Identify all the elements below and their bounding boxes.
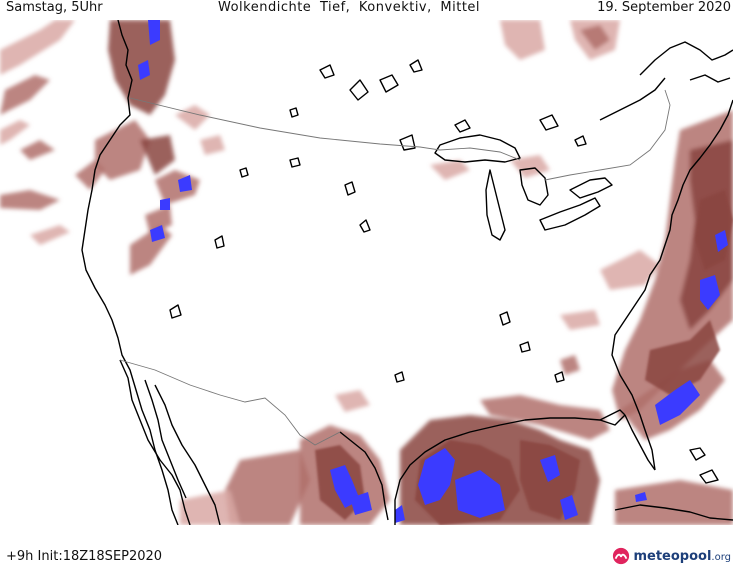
coastline [81, 20, 179, 525]
cloud-patch [145, 205, 172, 235]
coastline [689, 447, 706, 461]
convective-cell [138, 60, 150, 80]
convective-cell [150, 225, 165, 242]
cloud-patch [430, 160, 470, 180]
coastline [379, 74, 399, 93]
convective-cell [700, 275, 720, 310]
coastline [689, 74, 731, 83]
convective-cell [178, 175, 192, 192]
coastline [599, 409, 626, 421]
coastline [399, 134, 416, 151]
init-time-label: +9h Init:18Z18SEP2020 [6, 549, 163, 564]
cloud-patch [335, 390, 370, 412]
convective-cell [395, 505, 405, 523]
cloud-patch [695, 190, 733, 270]
coastline [624, 414, 656, 471]
cloud-patch [0, 75, 50, 115]
cloud-patch [615, 480, 733, 525]
convective-cell [455, 470, 505, 518]
coastline [519, 341, 531, 353]
coastline [154, 384, 221, 525]
day-time-label: Samstag, 5Uhr [6, 0, 103, 15]
cloud-patch [0, 120, 30, 145]
coastline [394, 371, 405, 383]
cloud-patch [600, 250, 660, 290]
coastline [239, 167, 249, 178]
coastline [554, 371, 565, 383]
coastline [639, 41, 733, 76]
convective-cell [148, 20, 160, 45]
political-border [129, 97, 521, 161]
coastline [599, 77, 666, 121]
coastline [434, 134, 521, 163]
coastline [574, 135, 587, 147]
coastline [499, 311, 511, 326]
footer-bar: +9h Init:18Z18SEP2020 meteopool .org [0, 525, 733, 566]
coastline [344, 181, 356, 196]
coastline [289, 107, 299, 118]
convective-cell [635, 492, 647, 502]
convective-cell [160, 198, 170, 210]
cloud-patch [180, 490, 240, 525]
cloud-patch [560, 310, 600, 330]
coastline [349, 79, 369, 101]
cloud-patch [0, 190, 60, 210]
political-border [119, 359, 341, 446]
cloud-patch [500, 20, 545, 60]
coastline [289, 157, 301, 168]
cloud-patch [560, 355, 580, 375]
cloud-patch [580, 25, 610, 50]
coastline [454, 119, 471, 133]
convective-layer [138, 20, 728, 523]
map-title: Wolkendichte Tief, Konvektiv, Mittel [218, 0, 481, 15]
meteopool-logo-icon [613, 547, 630, 565]
coastline [539, 114, 559, 131]
coastline [611, 99, 733, 471]
coastline [119, 359, 191, 525]
coastline [319, 64, 335, 79]
convective-cell [655, 380, 700, 425]
cloud-patch [75, 160, 105, 190]
coastline [519, 167, 549, 206]
coastline [485, 169, 506, 241]
coastline [169, 304, 182, 319]
cloud-patch [95, 120, 150, 180]
meteopool-logo[interactable]: meteopool .org [612, 544, 731, 568]
cloud-patch [20, 140, 55, 160]
coastline [359, 219, 371, 233]
coastline [614, 504, 733, 521]
cloud-patch [0, 20, 75, 75]
logo-tld: .org [711, 552, 731, 563]
date-label: 19. September 2020 [597, 0, 731, 15]
border-layer [119, 89, 671, 446]
coastline [699, 469, 719, 484]
coastline [569, 177, 613, 199]
convective-cell [715, 230, 728, 252]
political-border [544, 89, 671, 181]
convective-cell [540, 455, 560, 482]
coastline [409, 59, 423, 73]
cloud-patch [140, 135, 175, 175]
convective-cell [418, 448, 455, 505]
cloud-patch [200, 135, 225, 155]
cloud-patch [645, 320, 720, 395]
coastline [214, 235, 225, 249]
convective-cell [560, 495, 578, 520]
cloud-patch [480, 395, 610, 440]
weather-map [0, 20, 733, 525]
coastline [144, 379, 187, 499]
coastline [339, 431, 389, 521]
coastline [539, 197, 601, 231]
logo-name: meteopool [633, 548, 712, 564]
cloud-patch [225, 450, 310, 525]
coastline-layer [81, 20, 733, 525]
map-canvas [0, 20, 733, 525]
header-bar: Samstag, 5Uhr Wolkendichte Tief, Konvekt… [0, 0, 733, 20]
convective-cell [350, 492, 372, 515]
cloud-patch [30, 225, 70, 245]
coastline [394, 414, 626, 525]
